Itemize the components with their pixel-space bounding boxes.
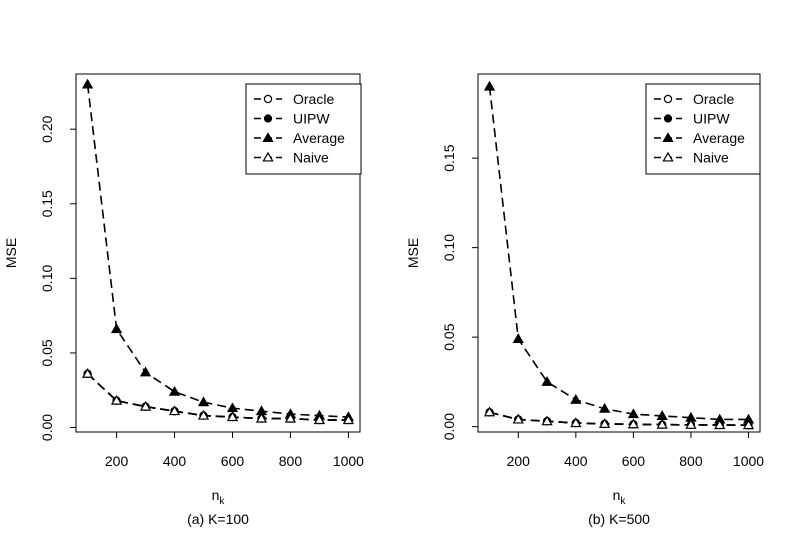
x-tick-label: 600: [221, 453, 245, 469]
series-line: [489, 411, 749, 426]
data-point: [742, 419, 755, 430]
x-tick-label: 400: [564, 453, 588, 469]
data-point: [512, 413, 524, 424]
x-axis-label: nk: [613, 487, 627, 507]
legend-label: Oracle: [693, 91, 734, 107]
data-point: [627, 418, 640, 429]
data-point: [570, 393, 582, 404]
series-line: [87, 373, 349, 421]
legend-marker: [262, 151, 274, 162]
legend-marker: [663, 94, 673, 104]
data-point: [656, 418, 668, 429]
data-point: [342, 414, 355, 425]
data-point: [81, 78, 94, 89]
data-point: [168, 405, 181, 416]
data-point: [313, 414, 326, 425]
y-axis-label: MSE: [3, 238, 19, 268]
data-point: [139, 400, 152, 411]
legend-marker: [263, 94, 273, 104]
data-point: [541, 415, 553, 426]
y-tick-label: 0.15: [441, 144, 457, 171]
data-point: [139, 366, 152, 377]
legend-label: UIPW: [293, 111, 330, 127]
series-naive: [81, 368, 355, 425]
x-tick-label: 800: [679, 453, 703, 469]
y-tick-label: 0.10: [441, 234, 457, 261]
data-point: [110, 323, 123, 334]
legend: Oracle UIPW Average Naive: [645, 83, 761, 175]
legend-marker: [262, 132, 274, 143]
y-tick-label: 0.10: [39, 265, 55, 292]
y-tick-label: 0.15: [39, 190, 55, 217]
x-axis-label: nk: [212, 487, 226, 507]
data-point: [255, 412, 268, 423]
legend-marker: [662, 151, 674, 162]
series-naive: [483, 406, 755, 430]
x-tick-label: 400: [163, 453, 187, 469]
data-point: [714, 419, 726, 430]
panel-caption: (b) K=500: [588, 511, 650, 527]
series-line: [488, 86, 749, 421]
y-tick-label: 0.20: [39, 115, 55, 142]
y-tick-label: 0.00: [39, 414, 55, 441]
series-line: [489, 411, 749, 426]
data-point: [226, 402, 239, 413]
y-tick-label: 0.05: [39, 339, 55, 366]
data-point: [570, 417, 582, 428]
data-point: [598, 402, 611, 413]
x-tick-label: 200: [507, 453, 531, 469]
data-point: [483, 80, 496, 91]
x-tick-label: 1000: [333, 453, 364, 469]
data-point: [197, 396, 210, 407]
x-tick-label: 600: [622, 453, 646, 469]
legend-label: Average: [293, 130, 345, 146]
data-point: [81, 368, 94, 378]
legend-marker: [663, 114, 673, 123]
data-point: [627, 408, 640, 419]
data-point: [685, 419, 697, 429]
x-tick-label: 200: [105, 453, 129, 469]
x-tick-label: 1000: [733, 453, 764, 469]
plot-frame: [477, 73, 761, 433]
y-axis-label: MSE: [405, 238, 421, 268]
panel-caption: (a) K=100: [187, 511, 249, 527]
plot-frame: [75, 73, 361, 433]
data-point: [226, 411, 239, 422]
data-point: [284, 412, 297, 423]
series-line: [87, 373, 349, 421]
data-point: [197, 409, 210, 420]
series-average: [483, 80, 755, 424]
data-point: [110, 394, 123, 405]
data-point: [512, 333, 524, 343]
legend-label: Oracle: [293, 91, 334, 107]
chart-panel-1: 200 400 600 800 1000 0.00 0.05 0.10 0.15 0.20 MSE n…: [3, 73, 364, 527]
y-tick-label: 0.00: [441, 413, 457, 440]
data-point: [598, 418, 611, 428]
series-line: [87, 373, 349, 421]
series-line: [86, 84, 349, 418]
series-line: [489, 411, 749, 426]
legend-marker: [662, 132, 674, 143]
data-point: [541, 376, 553, 386]
x-tick-label: 800: [279, 453, 303, 469]
data-point: [168, 385, 181, 396]
y-tick-label: 0.05: [441, 323, 457, 350]
data-point: [483, 406, 496, 417]
legend-marker: [263, 114, 273, 123]
legend-label: Average: [693, 130, 745, 146]
legend-label: UIPW: [693, 111, 730, 127]
legend: Oracle UIPW Average Naive: [245, 83, 362, 175]
legend-label: Naive: [293, 150, 329, 166]
legend-label: Naive: [693, 150, 729, 166]
chart-panel-2: 200 400 600 800 1000 0.00 0.05 0.10 0.15 MSE nk (b)…: [405, 73, 764, 527]
